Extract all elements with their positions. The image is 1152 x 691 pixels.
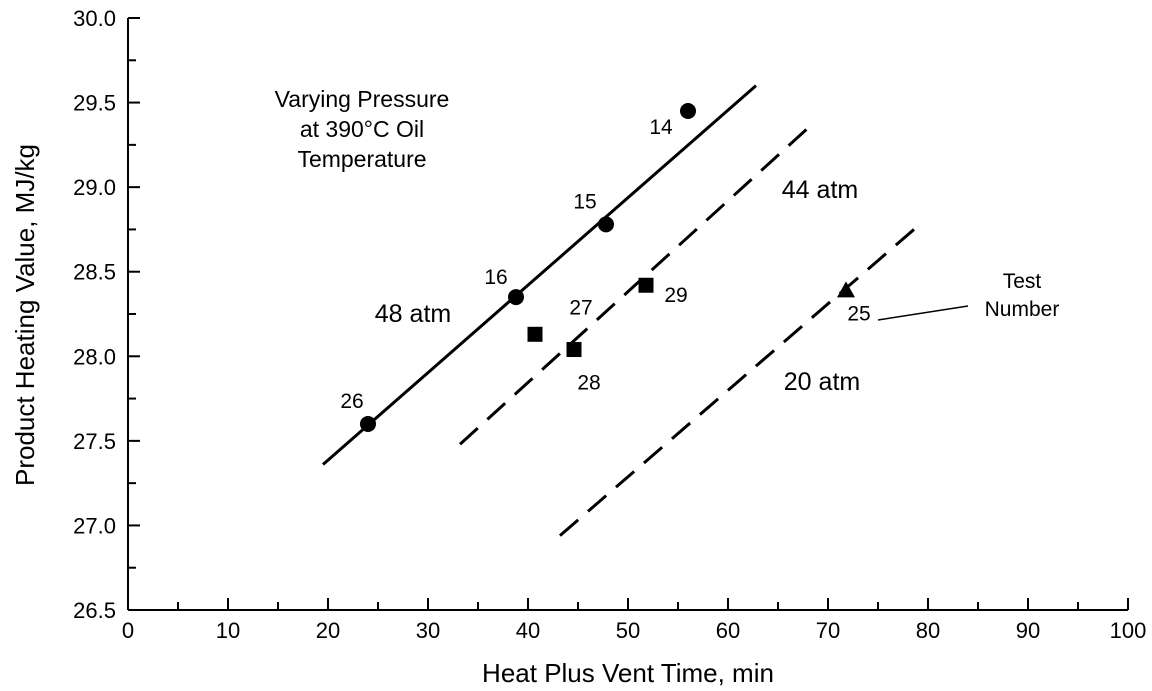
point-labels: 14 15 16 26 27 28 29 25 <box>340 116 870 413</box>
point-label-27: 27 <box>569 296 592 319</box>
y-tick-label: 30.0 <box>73 6 116 31</box>
y-tick-label: 26.5 <box>73 598 116 623</box>
callout-leader-line <box>877 305 969 321</box>
point-label-14: 14 <box>649 116 673 139</box>
y-axis-title: Product Heating Value, MJ/kg <box>10 144 40 486</box>
point-label-29: 29 <box>664 284 687 307</box>
annotation-line-3: Temperature <box>297 146 426 172</box>
y-tick-label: 29.5 <box>73 91 116 116</box>
x-tick-label: 70 <box>816 618 840 643</box>
fit-line-44-atm <box>458 125 812 446</box>
annotation-line-2: at 390°C Oil <box>300 116 424 142</box>
point-label-16: 16 <box>484 266 507 289</box>
marker-triangle-test-25 <box>837 281 855 298</box>
marker-circle-test-15 <box>598 216 614 233</box>
point-label-15: 15 <box>573 190 596 213</box>
x-tick-label: 30 <box>416 618 440 643</box>
y-tick-label: 27.0 <box>73 513 116 538</box>
fit-line-20-atm <box>559 228 915 537</box>
marker-circle-test-26 <box>360 415 376 432</box>
marker-square-test-28 <box>566 342 582 358</box>
series-label-20-atm: 20 atm <box>784 368 860 396</box>
data-markers <box>360 103 855 432</box>
axes: 0 10 20 30 40 50 60 70 80 90 100 26.5 27.0 27.5 28.0 28… <box>73 6 1146 643</box>
series-label-44-atm: 44 atm <box>782 176 858 204</box>
x-tick-label: 90 <box>1016 618 1040 643</box>
fit-lines <box>322 84 915 537</box>
x-tick-label: 20 <box>316 618 340 643</box>
annotation-line-1: Varying Pressure <box>275 86 450 112</box>
x-tick-label: 100 <box>1110 618 1147 643</box>
marker-circle-test-16 <box>508 289 524 306</box>
point-label-28: 28 <box>577 372 600 395</box>
callout-line-2: Number <box>985 298 1060 321</box>
marker-square-test-27 <box>527 326 543 342</box>
point-label-25: 25 <box>847 302 870 325</box>
x-tick-label: 60 <box>716 618 740 643</box>
x-tick-label: 0 <box>122 618 134 643</box>
y-tick-label: 28.5 <box>73 260 116 285</box>
x-axis-title: Heat Plus Vent Time, min <box>482 658 774 688</box>
fit-line-48-atm <box>322 84 757 466</box>
y-tick-label: 27.5 <box>73 429 116 454</box>
point-label-26: 26 <box>340 390 363 413</box>
marker-square-test-29 <box>638 277 654 293</box>
x-tick-label: 80 <box>916 618 940 643</box>
x-tick-label: 50 <box>616 618 640 643</box>
x-tick-label: 40 <box>516 618 540 643</box>
y-tick-label: 29.0 <box>73 175 116 200</box>
marker-circle-test-14 <box>680 103 696 120</box>
x-tick-label: 10 <box>216 618 240 643</box>
callout-line-1: Test <box>1003 270 1042 293</box>
series-label-48-atm: 48 atm <box>375 300 451 328</box>
y-tick-label: 28.0 <box>73 344 116 369</box>
